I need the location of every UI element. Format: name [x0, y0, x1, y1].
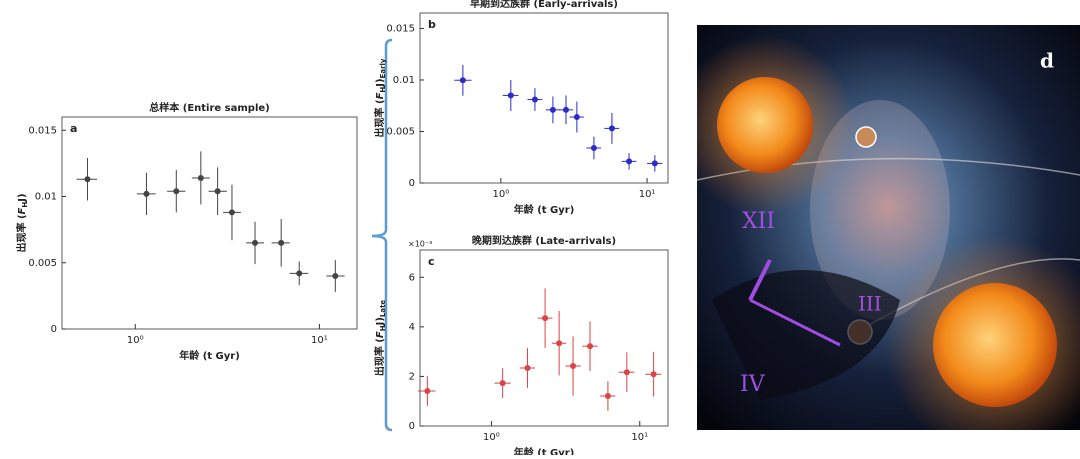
x-tick-label: 10⁰ [483, 432, 500, 443]
point [84, 176, 91, 183]
point [143, 190, 150, 197]
point [278, 239, 285, 246]
y-tick-label: 0.015 [386, 23, 415, 34]
point [197, 174, 204, 181]
x-tick-label: 10⁰ [492, 189, 509, 200]
panel-label: c [428, 255, 435, 268]
chart-title: 晚期到达族群 (Late-arrivals) [472, 234, 616, 247]
y-axis-label-part: F [17, 207, 28, 214]
point [424, 388, 431, 395]
y-axis-label-part: H [21, 202, 29, 208]
point [499, 380, 506, 387]
chart-title: 早期到达族群 (Early-arrivals) [470, 0, 618, 10]
y-tick-label: 6 [409, 272, 415, 283]
y-tick-label: 0.005 [28, 258, 57, 269]
y-tick-label: 2 [409, 371, 415, 382]
point [228, 209, 235, 216]
svg-text:XII: XII [742, 209, 775, 234]
x-axis-label: 年龄 (t Gyr) [514, 446, 575, 455]
y-tick-label: 4 [409, 322, 415, 333]
point [556, 340, 563, 347]
point [573, 114, 580, 121]
point [542, 315, 549, 322]
x-tick-label: 10¹ [311, 335, 328, 346]
y-axis-label-part: F [375, 92, 386, 99]
illustration: XII IV III [697, 25, 1080, 430]
x-axis-label: 年龄 (t Gyr) [514, 203, 575, 216]
plot-area [419, 12, 669, 184]
point [252, 239, 259, 246]
point [587, 343, 594, 350]
y-tick-label: 0 [409, 178, 415, 189]
point [459, 77, 466, 84]
y-tick-label: 0.01 [393, 75, 415, 86]
y-axis-label-part: H [379, 87, 387, 93]
y-tick-label: 0.005 [386, 126, 415, 137]
point [651, 160, 658, 167]
y-axis-label: 出现率 (FHJ)Late [373, 300, 387, 377]
bracket [371, 38, 393, 432]
y-axis-label-part: J) [375, 317, 386, 326]
point [650, 371, 657, 378]
point [507, 92, 514, 99]
x-axis-label: 年龄 (t Gyr) [179, 349, 240, 362]
point [604, 393, 611, 400]
point [626, 158, 633, 165]
chart-title: 总样本 (Entire sample) [149, 101, 269, 114]
y-axis-label-part: J) [375, 78, 386, 87]
svg-text:IV: IV [740, 372, 766, 397]
plot-area [419, 249, 669, 427]
y-axis-label-part: 出现率 ( [373, 99, 386, 137]
x-tick-label: 10¹ [639, 189, 656, 200]
y-tick-label: 0.01 [35, 192, 57, 203]
point [173, 188, 180, 195]
y-axis-label-part: Early [379, 58, 387, 78]
y-tick-label: 0 [51, 324, 57, 335]
y-tick-label: 0.015 [28, 125, 57, 136]
y-axis-label-part: 出现率 ( [15, 214, 28, 252]
point [332, 273, 339, 279]
x-tick-label: 10⁰ [127, 335, 144, 346]
point [570, 363, 577, 370]
point [524, 364, 531, 371]
point [214, 188, 221, 195]
point [549, 106, 556, 113]
panel-label: d [1040, 49, 1054, 73]
point [608, 125, 615, 132]
point [296, 270, 303, 277]
y-axis-label-part: J) [17, 193, 28, 202]
point [590, 144, 597, 151]
y-axis-label-part: 出现率 ( [373, 338, 386, 376]
x-tick-label: 10¹ [631, 432, 648, 443]
point [623, 369, 630, 376]
y-axis-label: 出现率 (FHJ)Early [373, 58, 387, 137]
y-axis-label-part: H [379, 325, 387, 331]
panel-label: a [70, 122, 77, 135]
y-axis-label-part: F [375, 331, 386, 338]
plot-area [61, 116, 358, 330]
y-multiplier: ×10⁻³ [408, 240, 432, 249]
svg-text:III: III [858, 292, 882, 316]
point [531, 96, 538, 103]
point [563, 106, 570, 113]
y-tick-label: 0 [409, 421, 415, 432]
panel-label: b [428, 18, 436, 31]
y-axis-label-part: Late [379, 300, 387, 318]
y-axis-label: 出现率 (FHJ) [15, 193, 29, 252]
